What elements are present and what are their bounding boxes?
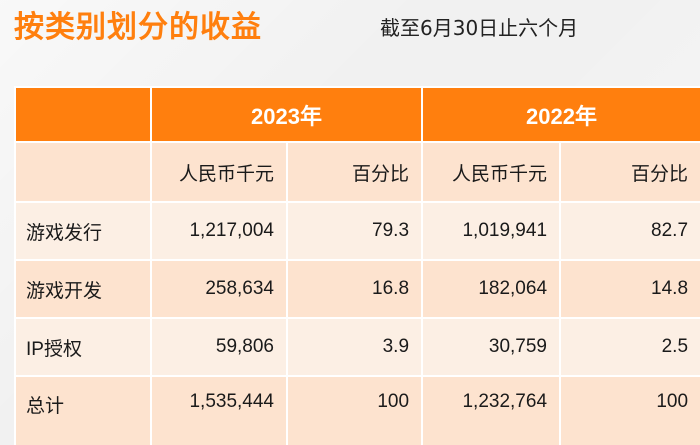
- year-header-2022: 2022年: [421, 86, 700, 143]
- unit-corner-cell: [14, 141, 152, 203]
- cell-percent-2023: 79.3: [285, 201, 424, 261]
- cell-rmb-2023: 1,217,004: [150, 201, 288, 261]
- unit-header-percent-2023: 百分比: [285, 141, 424, 203]
- cell-percent-2022: 2.5: [559, 317, 700, 377]
- cell-rmb-2022: 1,232,764: [421, 375, 562, 445]
- page-title: 按类别划分的收益: [14, 10, 262, 45]
- revenue-by-category-table: 2023年 2022年 人民币千元 百分比 人民币千元 百分比 游戏发行 1,2…: [14, 86, 700, 445]
- period-subtitle: 截至6月30日止六个月: [380, 16, 579, 40]
- row-label: 总计: [14, 375, 152, 445]
- cell-percent-2023: 3.9: [285, 317, 424, 377]
- cell-percent-2022: 14.8: [559, 259, 700, 319]
- unit-header-rmb-2023: 人民币千元: [150, 141, 288, 203]
- table-row-game-development: 游戏开发 258,634 16.8 182,064 14.8: [14, 259, 700, 319]
- table-row-game-publishing: 游戏发行 1,217,004 79.3 1,019,941 82.7: [14, 201, 700, 261]
- cell-rmb-2023: 1,535,444: [150, 375, 288, 445]
- cell-rmb-2022: 1,019,941: [421, 201, 562, 261]
- cell-percent-2023: 100: [285, 375, 424, 445]
- cell-rmb-2022: 182,064: [421, 259, 562, 319]
- table-row-ip-licensing: IP授权 59,806 3.9 30,759 2.5: [14, 317, 700, 377]
- corner-cell: [14, 86, 152, 143]
- cell-percent-2023: 16.8: [285, 259, 424, 319]
- cell-rmb-2023: 59,806: [150, 317, 288, 377]
- row-label: 游戏发行: [14, 201, 152, 261]
- year-header-2023: 2023年: [149, 86, 424, 143]
- cell-rmb-2023: 258,634: [150, 259, 288, 319]
- table-row-total: 总计 1,535,444 100 1,232,764 100: [14, 375, 700, 445]
- cell-percent-2022: 100: [559, 375, 700, 445]
- unit-header-rmb-2022: 人民币千元: [421, 141, 562, 203]
- unit-header-percent-2022: 百分比: [559, 141, 700, 203]
- row-label: IP授权: [14, 317, 152, 377]
- row-label: 游戏开发: [14, 259, 152, 319]
- unit-header-row: 人民币千元 百分比 人民币千元 百分比: [14, 141, 700, 203]
- cell-percent-2022: 82.7: [559, 201, 700, 261]
- revenue-table-container: 2023年 2022年 人民币千元 百分比 人民币千元 百分比 游戏发行 1,2…: [14, 86, 700, 445]
- cell-rmb-2022: 30,759: [421, 317, 562, 377]
- year-header-row: 2023年 2022年: [14, 86, 700, 143]
